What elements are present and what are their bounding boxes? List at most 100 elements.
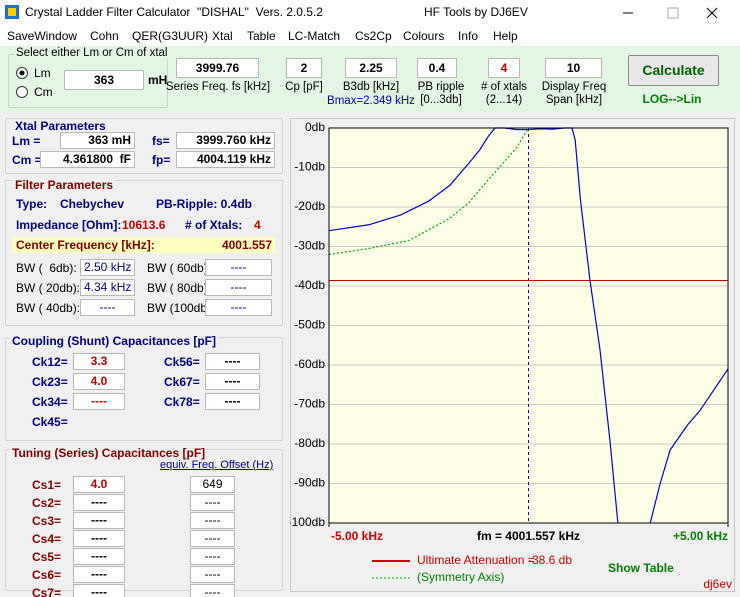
y-tick-label: -20db [294, 199, 325, 213]
menu-item[interactable]: SaveWindow [7, 29, 78, 43]
ck-value: 4.0 [73, 373, 125, 390]
cs-value: ---- [73, 566, 125, 583]
window-title: Crystal Ladder Filter Calculator "DISHAL… [25, 5, 323, 19]
value: 4001.557 [221, 238, 272, 252]
ck-label: Ck78= [164, 395, 200, 409]
y-tick-label: -30db [294, 239, 325, 253]
xtals-label: # of xtals [480, 81, 528, 93]
maximize[interactable] [667, 7, 679, 19]
b3db-input[interactable]: 2.25 [345, 58, 397, 78]
cp-label: Cp [pF] [285, 81, 323, 93]
menu-item[interactable]: Info [458, 29, 479, 43]
menu-item[interactable]: Cohn [90, 29, 119, 43]
lm-option: Lm [34, 66, 51, 80]
menu-item[interactable]: LC-Match [288, 29, 341, 43]
x-tick-label: fm = 4001.557 kHz [477, 529, 580, 543]
menu-item[interactable]: Help [493, 29, 518, 43]
cs-label: Cs3= [32, 514, 62, 528]
cs-offset: ---- [190, 530, 235, 547]
value: 3999.760 kHz [176, 132, 275, 149]
y-tick-label: -70db [294, 397, 325, 411]
ck-value: 3.3 [73, 353, 125, 370]
radio-buttons[interactable] [14, 66, 30, 100]
fs-label: Series Freq. fs [kHz] [165, 81, 271, 93]
menu-item[interactable]: Colours [403, 29, 445, 43]
b3db-note: Bmax=2.349 kHz [327, 95, 415, 107]
show-table[interactable]: Show Table [608, 561, 674, 575]
cs-offset: 649 [190, 476, 235, 493]
value: 10613.6 [122, 218, 166, 232]
group-title: Tuning (Series) Capacitances [pF] [10, 446, 208, 460]
b3db-label: B3db [kHz] [342, 81, 400, 93]
menu-bar [0, 26, 740, 46]
offset-header: equiv. Freq. Offset (Hz) [160, 459, 274, 471]
ripple-input[interactable]: 0.4 [417, 58, 457, 78]
signature: dj6ev [703, 577, 732, 591]
cs-label: Cs6= [32, 568, 62, 582]
y-tick-label: -10db [294, 160, 325, 174]
window-controls[interactable] [610, 0, 740, 26]
bw-value: ---- [205, 259, 272, 276]
y-tick-label: -100db [290, 515, 325, 529]
calculate-button-frame[interactable] [628, 55, 719, 86]
cs-value: ---- [73, 584, 125, 597]
menu-item[interactable]: Table [247, 29, 276, 43]
lm-input[interactable]: 363 [64, 70, 144, 90]
fs-input[interactable]: 3999.76 [176, 58, 259, 78]
title-bar [0, 0, 740, 26]
radio-cm[interactable] [16, 86, 28, 98]
value: 4 [254, 218, 261, 232]
ck-value: ---- [205, 353, 260, 370]
cs-label: Cs7= [32, 586, 62, 597]
scale-toggle[interactable]: LOG-->Lin [642, 92, 702, 106]
y-tick-label: -60db [294, 357, 325, 371]
legend-label: Ultimate Attenuation = [417, 553, 535, 567]
bw-value: ---- [205, 279, 272, 296]
span-sublabel: Span [kHz] [545, 94, 603, 106]
cs-offset: ---- [190, 548, 235, 565]
label: Center Frequency [kHz]: [16, 238, 155, 252]
ck-label: Ck34= [32, 395, 68, 409]
ripple-sublabel: [0...3db] [420, 94, 462, 106]
cs-label: Cs2= [32, 496, 62, 510]
select-label: Select either Lm or Cm of xtal [14, 47, 170, 59]
bw-label: BW ( 40db): [16, 301, 81, 315]
span-label: Display Freq [541, 81, 607, 93]
bw-value: 4.34 kHz [80, 279, 135, 296]
ck-label: Ck45= [32, 415, 68, 429]
close[interactable] [706, 7, 718, 19]
xtals-input[interactable]: 4 [488, 58, 520, 78]
calculate-button[interactable]: Calculate [642, 62, 705, 78]
cs-value: ---- [73, 512, 125, 529]
attenuation-value: -38.6 db [528, 553, 572, 567]
value: 4.361800 fF [40, 151, 135, 168]
menu-item[interactable]: QER(G3UUR) [132, 29, 209, 43]
ck-label: Ck67= [164, 375, 200, 389]
bw-label: BW ( 20db): [16, 281, 81, 295]
filter-group [5, 180, 283, 326]
value: 4004.119 kHz [176, 151, 275, 168]
y-tick-label: -80db [294, 436, 325, 450]
cm-option: Cm [34, 85, 53, 99]
menu-item[interactable]: Xtal [212, 29, 233, 43]
plot-border [328, 127, 729, 524]
xtal-group [5, 118, 283, 174]
bw-value: 2.50 kHz [80, 259, 135, 276]
window-author: HF Tools by DJ6EV [424, 5, 528, 19]
x-tick-label: +5.00 kHz [673, 529, 728, 543]
bw-label: BW ( 80db): [147, 281, 212, 295]
label: Impedance [Ohm]: [16, 218, 122, 232]
cp-input[interactable]: 2 [286, 58, 322, 78]
menu-item[interactable]: Cs2Cp [355, 29, 392, 43]
x-tick-label: -5.00 kHz [331, 529, 383, 543]
cs-label: Cs4= [32, 532, 62, 546]
y-tick-label: -50db [294, 318, 325, 332]
span-input[interactable]: 10 [545, 58, 602, 78]
group-title: Coupling (Shunt) Capacitances [pF] [10, 334, 218, 348]
chart-panel [290, 118, 735, 592]
label: Cm = [12, 153, 42, 167]
y-tick-label: -40db [294, 278, 325, 292]
label: Lm = [12, 134, 41, 148]
cs-value: ---- [73, 494, 125, 511]
ripple-label: PB ripple [417, 81, 465, 93]
